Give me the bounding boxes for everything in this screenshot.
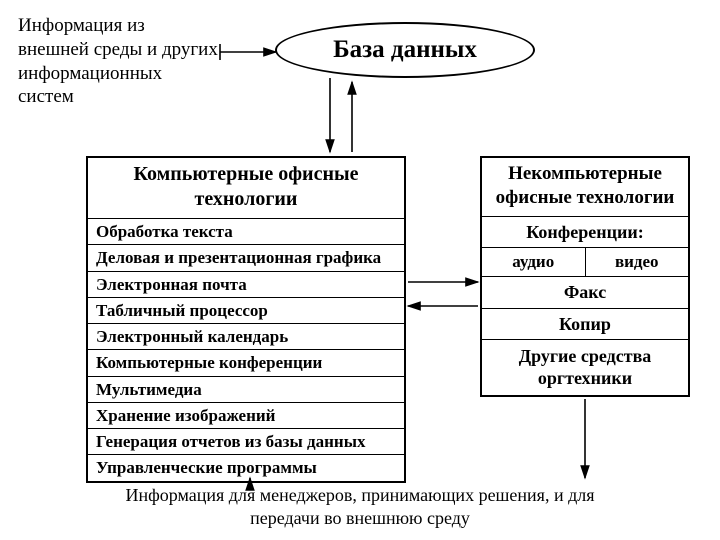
external-input-label: Информация из внешней среды и других инф…: [18, 14, 218, 109]
fax-cell: Факс: [482, 277, 688, 309]
left-row: Электронная почта: [88, 272, 404, 298]
computer-tech-title: Компьютерные офисные технологии: [88, 158, 404, 219]
left-row: Компьютерные конференции: [88, 350, 404, 376]
noncomputer-tech-box: Некомпьютерные офисные технологии Конфер…: [480, 156, 690, 397]
conferences-label: Конференции:: [482, 217, 688, 249]
copier-cell: Копир: [482, 309, 688, 341]
database-label: База данных: [333, 36, 477, 64]
conferences-split: аудио видео: [482, 248, 688, 277]
left-row: Управленческие программы: [88, 455, 404, 480]
left-row: Электронный календарь: [88, 324, 404, 350]
diagram-canvas: Информация из внешней среды и других инф…: [0, 0, 720, 540]
computer-tech-box: Компьютерные офисные технологии Обработк…: [86, 156, 406, 483]
left-row: Обработка текста: [88, 219, 404, 245]
left-row: Генерация отчетов из базы данных: [88, 429, 404, 455]
conference-video: видео: [586, 248, 689, 276]
left-row: Деловая и презентационная графика: [88, 245, 404, 271]
other-equipment-cell: Другие средства оргтехники: [482, 340, 688, 395]
left-row: Хранение изображений: [88, 403, 404, 429]
conference-audio: аудио: [482, 248, 586, 276]
database-node: База данных: [275, 22, 535, 78]
left-row: Мультимедиа: [88, 377, 404, 403]
noncomputer-tech-title: Некомпьютерные офисные технологии: [482, 158, 688, 217]
output-label: Информация для менеджеров, принимающих р…: [100, 484, 620, 529]
left-row: Табличный процессор: [88, 298, 404, 324]
